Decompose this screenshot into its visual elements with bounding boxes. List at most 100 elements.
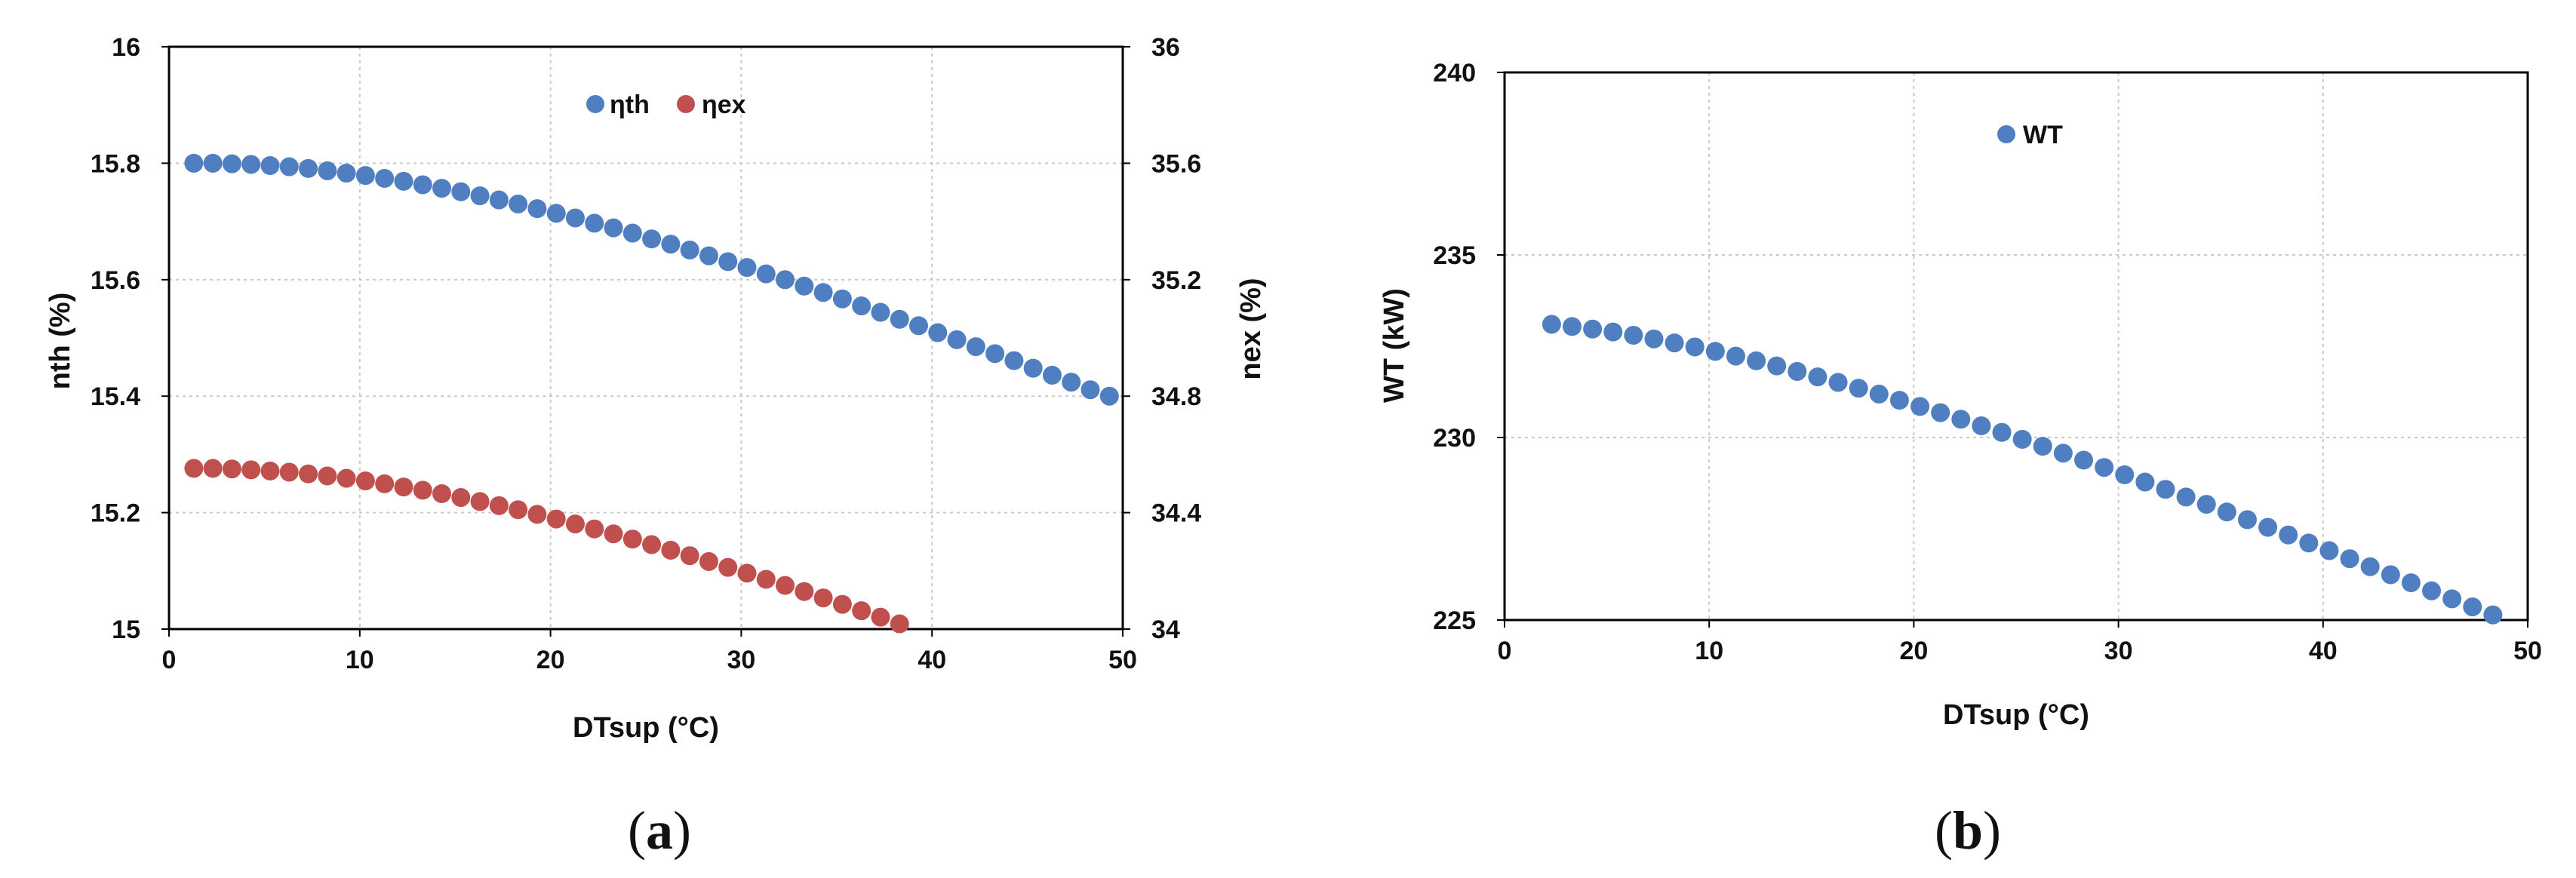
point-nth: [832, 289, 852, 309]
point-nth: [756, 264, 776, 284]
point-nex: [394, 477, 413, 497]
point-wt: [2401, 573, 2421, 593]
point-nth: [337, 164, 356, 183]
point-wt: [1624, 325, 1643, 345]
point-wt: [1603, 322, 1623, 342]
point-wt: [2279, 525, 2298, 545]
point-nex: [585, 519, 604, 539]
x-tick-label: 30: [727, 646, 755, 674]
point-wt: [1726, 346, 1745, 366]
point-nth: [852, 296, 871, 316]
point-wt: [1889, 391, 1909, 410]
point-wt: [1828, 373, 1848, 392]
point-nex: [813, 588, 833, 608]
point-wt: [1931, 403, 1950, 422]
point-nex: [318, 466, 337, 486]
point-nth: [1042, 365, 1062, 385]
x-axis-title-a: DTsup (°C): [573, 712, 719, 744]
point-nth: [1099, 386, 1119, 406]
point-nex: [795, 582, 814, 601]
caption-a: (a): [628, 800, 691, 861]
point-nex: [699, 551, 718, 571]
point-nth: [776, 270, 795, 290]
point-wt: [2381, 565, 2400, 585]
x-tick-label: 0: [1498, 637, 1512, 665]
legend-a-marker-nex: [677, 95, 695, 113]
point-nth: [489, 190, 509, 210]
point-nth: [1023, 358, 1043, 378]
point-wt: [2319, 541, 2339, 560]
point-nth: [699, 246, 718, 266]
point-nex: [527, 505, 547, 524]
point-wt: [1910, 397, 1930, 416]
plot-a-frame: [168, 45, 1124, 631]
plot-b-frame: [1503, 71, 2529, 622]
point-wt: [2115, 465, 2135, 484]
point-nth: [451, 182, 471, 201]
point-nth: [184, 153, 204, 173]
point-wt: [2217, 502, 2236, 522]
point-wt: [2483, 605, 2503, 625]
y2-tick-label: 34.8: [1151, 382, 1201, 411]
caption-b-letter: b: [1953, 800, 1983, 861]
y2-axis-title-a: nex (%): [1235, 278, 1267, 379]
point-nth: [737, 258, 757, 278]
point-wt: [2033, 437, 2052, 456]
point-nex: [604, 524, 623, 544]
y-tick-label: 230: [1433, 424, 1476, 453]
point-nex: [546, 509, 566, 529]
panel-a: 0 10 20 30 40 50 15 15.2 15.4 15.6 15.8 16 34 34.4 34.…: [45, 33, 1267, 861]
x-tick-label: 40: [2309, 637, 2338, 665]
point-wt: [1583, 319, 1603, 339]
point-nex: [184, 459, 204, 478]
point-nth: [318, 161, 337, 180]
point-nex: [642, 535, 662, 554]
point-wt: [1869, 384, 1889, 404]
point-wt: [1644, 329, 1664, 348]
point-nex: [260, 461, 280, 480]
point-nex: [565, 514, 585, 534]
point-nth: [813, 283, 833, 302]
point-nth: [622, 223, 642, 243]
point-nex: [871, 607, 890, 627]
y-tick-label: 15.4: [91, 382, 140, 411]
point-wt: [2156, 480, 2175, 499]
point-nex: [890, 614, 909, 634]
point-nex: [852, 601, 871, 621]
x-axis-title-b: DTsup (°C): [1943, 699, 2089, 731]
panel-b: 0 10 20 30 40 50 225 230 235 240 WT DTsup (°C) WT…: [1379, 59, 2542, 861]
point-nex: [509, 500, 528, 520]
point-nth: [1081, 380, 1100, 400]
point-nth: [604, 218, 623, 238]
x-tick-label: 40: [918, 646, 946, 674]
legend-a-label-nex: ηex: [702, 91, 746, 119]
point-nth: [661, 235, 681, 254]
point-nth: [985, 344, 1005, 364]
point-wt: [2442, 589, 2462, 609]
point-wt: [2135, 472, 2155, 492]
y-tick-label: 15.8: [91, 149, 140, 178]
point-nex: [355, 471, 375, 491]
point-wt: [1788, 361, 1807, 381]
legend-b-label-wt: WT: [2023, 121, 2063, 149]
point-wt: [2299, 533, 2319, 553]
point-wt: [1808, 367, 1827, 387]
point-nex: [337, 468, 356, 488]
point-nth: [795, 276, 814, 296]
point-nex: [432, 484, 452, 504]
point-nth: [260, 155, 280, 175]
y-tick-label: 225: [1433, 606, 1476, 635]
point-nex: [470, 492, 490, 511]
point-nex: [776, 576, 795, 595]
legend-a: ηth ηex: [586, 91, 746, 119]
point-nth: [527, 199, 547, 219]
point-nex: [451, 488, 471, 508]
point-nex: [832, 594, 852, 614]
legend-a-label-nth: ηth: [610, 91, 650, 119]
legend-a-marker-nth: [586, 95, 604, 113]
point-nex: [661, 540, 681, 560]
point-nth: [299, 158, 318, 178]
x-tick-label: 10: [1695, 637, 1723, 665]
point-nth: [394, 171, 413, 191]
